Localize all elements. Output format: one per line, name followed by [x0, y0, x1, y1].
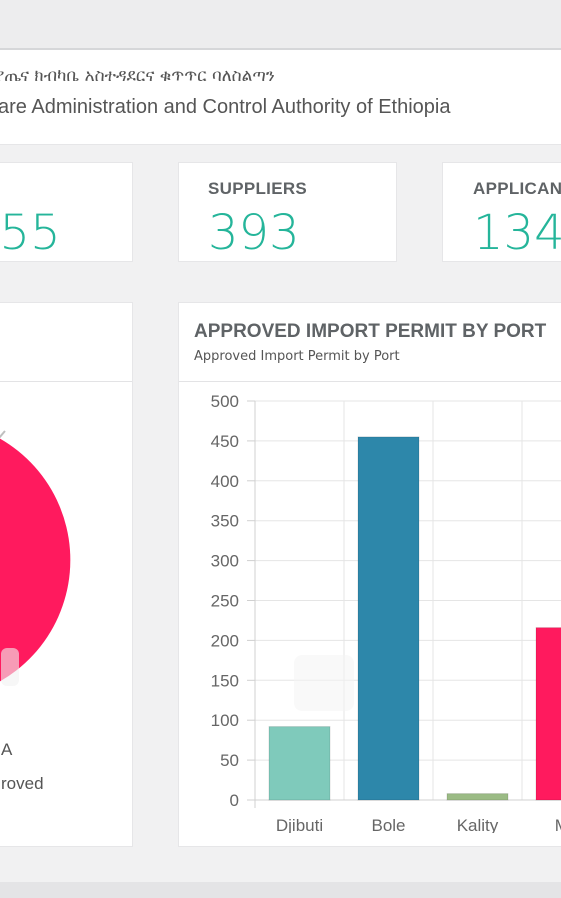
tooltip-ghost — [1, 648, 19, 686]
stat-card-applicants: APPLICANT 134 — [442, 162, 561, 262]
bar-chart: 0 50 100 150 200 250 300 350 400 450 500 Djibuti Bo… — [211, 392, 561, 833]
y-tick-label: 250 — [211, 592, 239, 611]
x-tick-label: Kality — [457, 816, 499, 833]
bar-djibuti[interactable] — [268, 726, 331, 801]
pie-legend-item-2[interactable]: roved — [1, 774, 44, 793]
x-tick-label: Mo — [555, 816, 561, 833]
pie-panel-header — [0, 303, 132, 382]
pie-slice[interactable] — [0, 438, 71, 700]
bar-chart-panel: APPROVED IMPORT PERMIT BY PORT Approved … — [178, 302, 561, 847]
y-tick-label: 0 — [230, 791, 239, 810]
bar-panel-header: APPROVED IMPORT PERMIT BY PORT Approved … — [179, 303, 561, 382]
stat-card-suppliers: SUPPLIERS 393 — [178, 162, 397, 262]
header-title-amharic: የጤና ክብካቤ አስተዳደርና ቁጥጥር ባለስልጣን — [0, 66, 275, 86]
y-tick-label: 200 — [211, 631, 239, 650]
pie-chart-panel: A roved — [0, 302, 133, 847]
y-axis-ticks: 0 50 100 150 200 250 300 350 400 450 500 — [211, 392, 255, 810]
x-tick-label: Djibuti — [276, 816, 323, 833]
y-tick-label: 150 — [211, 671, 239, 690]
bar-bole[interactable] — [357, 436, 420, 801]
stat-value-suppliers: 393 — [208, 205, 300, 261]
stat-label-applicants: APPLICANT — [473, 179, 561, 198]
pie-legend-item-1[interactable]: A — [1, 740, 13, 759]
y-tick-label: 100 — [211, 711, 239, 730]
bottom-bar — [0, 882, 561, 898]
bars — [268, 436, 561, 801]
pie-chart — [0, 430, 71, 700]
bar-kality[interactable] — [446, 793, 509, 801]
header-title-english: are Administration and Control Authority… — [0, 96, 451, 118]
pie-slice-edge — [0, 430, 6, 439]
y-tick-label: 450 — [211, 432, 239, 451]
page-header: የጤና ክብካቤ አስተዳደርና ቁጥጥር ባለስልጣን are Adminis… — [0, 50, 561, 145]
tooltip-ghost — [294, 655, 354, 711]
x-axis-ticks: Djibuti Bole Kality Mo — [276, 816, 561, 833]
stat-value-applicants: 134 — [473, 205, 561, 261]
bar-mo[interactable] — [535, 627, 561, 801]
y-tick-label: 350 — [211, 512, 239, 531]
bar-panel-subtitle: Approved Import Permit by Port — [194, 349, 400, 364]
top-bar — [0, 0, 561, 50]
y-tick-label: 300 — [211, 552, 239, 571]
stat-value-partial: 755 — [0, 205, 61, 261]
y-tick-label: 500 — [211, 392, 239, 411]
y-tick-label: 50 — [220, 751, 239, 770]
x-tick-label: Bole — [371, 816, 405, 833]
bar-panel-title: APPROVED IMPORT PERMIT BY PORT — [194, 321, 547, 342]
stat-card-partial: 755 — [0, 162, 133, 262]
y-tick-label: 400 — [211, 472, 239, 491]
stat-label-suppliers: SUPPLIERS — [208, 179, 308, 198]
